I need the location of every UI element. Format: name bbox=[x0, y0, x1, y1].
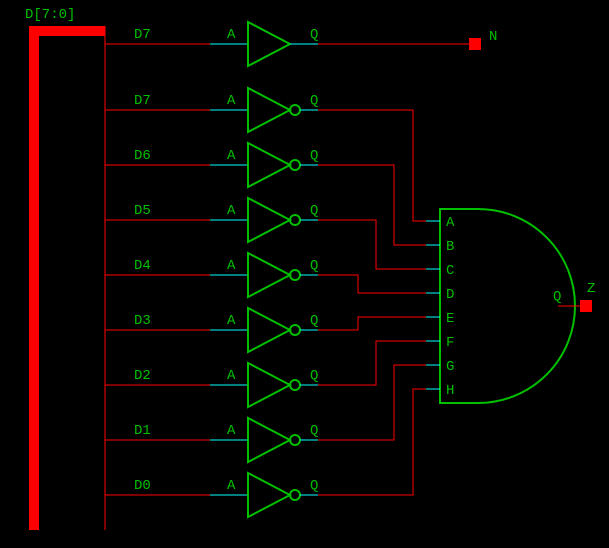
q-label: Q bbox=[310, 148, 318, 164]
inverter bbox=[248, 308, 290, 352]
and-in-label: G bbox=[446, 359, 454, 375]
d-label: D0 bbox=[134, 478, 151, 494]
q-label: Q bbox=[310, 478, 318, 494]
and-q-label: Q bbox=[553, 289, 561, 305]
and8-gate bbox=[440, 209, 575, 403]
pad-n bbox=[469, 38, 481, 50]
inverter bbox=[248, 473, 290, 517]
q-label: Q bbox=[310, 203, 318, 219]
a-label: A bbox=[227, 27, 236, 43]
a-label: A bbox=[227, 203, 236, 219]
pad-z bbox=[580, 300, 592, 312]
schematic-canvas: D[7:0] D7 A Q D7 A Q D6 A Q D5 A Q D4 A Q D3 A Q D2 A Q D1 A Q D0… bbox=[0, 0, 609, 548]
bus-label: D[7:0] bbox=[25, 7, 75, 23]
and-in-label: H bbox=[446, 383, 454, 399]
q-label: Q bbox=[310, 27, 318, 43]
d-label: D5 bbox=[134, 203, 151, 219]
and-in-label: F bbox=[446, 335, 454, 351]
d-label: D3 bbox=[134, 313, 151, 329]
d-label: D4 bbox=[134, 258, 151, 274]
and-in-label: C bbox=[446, 263, 454, 279]
d-label: D1 bbox=[134, 423, 151, 439]
a-label: A bbox=[227, 313, 236, 329]
q-label: Q bbox=[310, 313, 318, 329]
a-label: A bbox=[227, 148, 236, 164]
a-label: A bbox=[227, 368, 236, 384]
and-in-label: B bbox=[446, 239, 454, 255]
and-in-label: D bbox=[446, 287, 454, 303]
a-label: A bbox=[227, 93, 236, 109]
and-in-label: A bbox=[446, 215, 455, 231]
d-label: D6 bbox=[134, 148, 151, 164]
route bbox=[318, 341, 426, 385]
buffer bbox=[248, 22, 290, 66]
inverter bbox=[248, 418, 290, 462]
d-label: D2 bbox=[134, 368, 151, 384]
a-label: A bbox=[227, 423, 236, 439]
route bbox=[318, 275, 426, 293]
q-label: Q bbox=[310, 368, 318, 384]
n-label: N bbox=[489, 29, 497, 45]
inverter bbox=[248, 363, 290, 407]
inverter bbox=[248, 253, 290, 297]
inverter bbox=[248, 88, 290, 132]
route bbox=[318, 365, 426, 440]
route bbox=[318, 317, 426, 330]
d-label: D7 bbox=[134, 93, 151, 109]
q-label: Q bbox=[310, 423, 318, 439]
a-label: A bbox=[227, 258, 236, 274]
inverter bbox=[248, 143, 290, 187]
z-label: Z bbox=[587, 281, 595, 297]
inverter bbox=[248, 198, 290, 242]
route bbox=[318, 389, 426, 495]
route bbox=[318, 165, 426, 245]
d-label: D7 bbox=[134, 27, 151, 43]
q-label: Q bbox=[310, 93, 318, 109]
and-in-label: E bbox=[446, 311, 454, 327]
a-label: A bbox=[227, 478, 236, 494]
q-label: Q bbox=[310, 258, 318, 274]
